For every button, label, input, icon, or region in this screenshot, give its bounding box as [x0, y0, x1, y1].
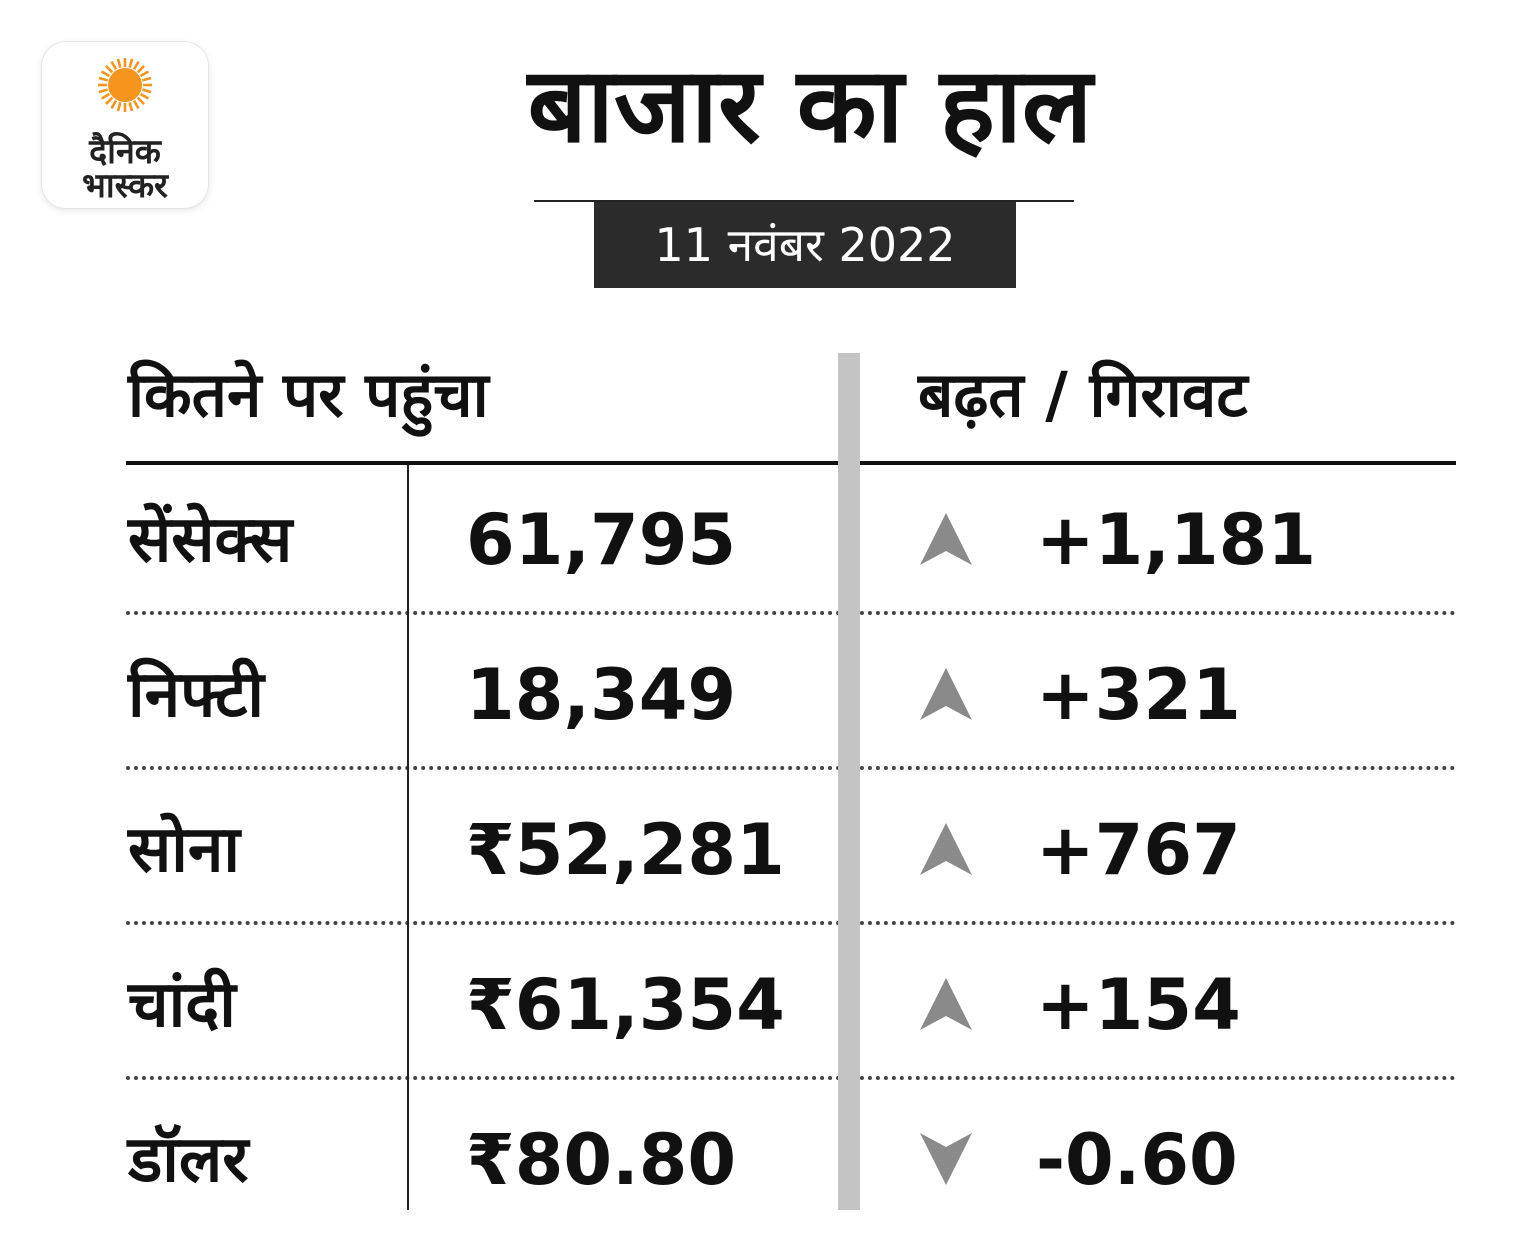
sun-ray	[128, 102, 134, 112]
row-value: ₹80.80	[466, 1119, 737, 1201]
row-value: ₹61,354	[466, 964, 785, 1046]
row-change: +767	[1036, 809, 1241, 891]
header-rule	[126, 461, 1456, 465]
row-label: चांदी	[128, 968, 236, 1042]
table-row: सोना ₹52,281 +767	[0, 775, 1521, 925]
column-header-change: बढ़त / गिरावट	[918, 358, 1248, 431]
sun-ray	[139, 70, 150, 78]
arrow-up-icon	[920, 978, 972, 1030]
date-badge: 11 नवंबर 2022	[594, 202, 1016, 288]
row-change: -0.60	[1036, 1119, 1238, 1201]
row-divider	[126, 766, 1456, 770]
brand-name-line1: दैनिक	[89, 132, 161, 172]
sun-ray	[132, 60, 140, 71]
sun-ray	[136, 96, 146, 106]
table-row: निफ्टी 18,349 +321	[0, 620, 1521, 770]
page-title: बाजार का हाल	[527, 44, 1093, 166]
row-divider	[126, 921, 1456, 925]
sun-ray	[116, 102, 122, 112]
row-divider	[126, 1076, 1456, 1080]
sun-ray	[142, 88, 152, 94]
sun-ray	[98, 76, 108, 82]
row-value: ₹52,281	[466, 809, 785, 891]
row-label: निफ्टी	[128, 658, 264, 732]
column-divider-thick	[838, 353, 860, 1210]
row-label: सोना	[128, 813, 240, 887]
brand-logo: दैनिक भास्कर	[42, 42, 208, 208]
sun-ray	[100, 92, 111, 100]
sun-ray	[98, 88, 108, 94]
sun-ray	[128, 58, 134, 68]
row-change: +321	[1036, 654, 1241, 736]
row-label: सेंसेक्स	[128, 503, 293, 577]
brand-name-line2: भास्कर	[82, 166, 168, 206]
arrow-up-icon	[920, 668, 972, 720]
sun-ray	[110, 99, 118, 110]
sun-icon	[98, 58, 152, 112]
sun-ray	[110, 60, 118, 71]
table-row: सेंसेक्स 61,795 +1,181	[0, 465, 1521, 615]
table-row: डॉलर ₹80.80 -0.60	[0, 1085, 1521, 1235]
arrow-up-icon	[920, 513, 972, 565]
sun-ray	[104, 96, 114, 106]
sun-ray	[142, 76, 152, 82]
row-value: 18,349	[466, 654, 737, 736]
arrow-up-icon	[920, 823, 972, 875]
sun-ray	[132, 99, 140, 110]
sun-ray	[139, 92, 150, 100]
row-label: डॉलर	[128, 1123, 249, 1197]
table-row: चांदी ₹61,354 +154	[0, 930, 1521, 1080]
row-value: 61,795	[466, 499, 737, 581]
row-change: +1,181	[1036, 499, 1317, 581]
row-change: +154	[1036, 964, 1241, 1046]
sun-ray	[116, 58, 122, 68]
sun-ray	[104, 64, 114, 74]
sun-ray	[136, 64, 146, 74]
sun-ray	[100, 70, 111, 78]
row-divider	[126, 611, 1456, 615]
column-divider-thin	[407, 465, 409, 1210]
arrow-down-icon	[920, 1133, 972, 1185]
title-underline	[534, 200, 1074, 202]
column-header-value: कितने पर पहुंचा	[128, 358, 489, 431]
